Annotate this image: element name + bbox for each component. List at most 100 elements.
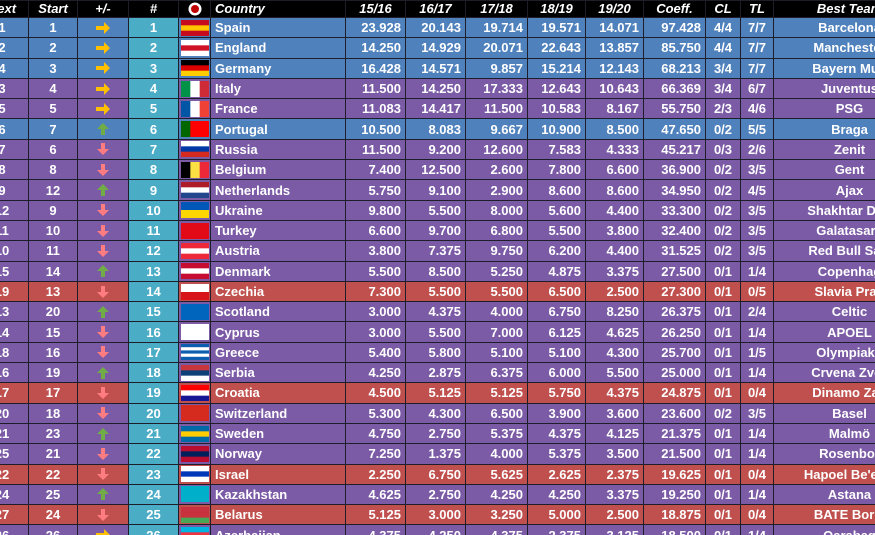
season-points: 4.250 [345,362,406,384]
season-points: 5.125 [465,382,528,404]
flag-stripe [181,187,209,194]
flag-stripe [181,70,209,77]
season-points: 4.625 [345,483,406,506]
country: Scotland [210,301,346,323]
flag-cell [178,16,211,39]
trend-arrow [97,366,109,379]
flag-stripe [181,39,209,46]
table-row: 9129Netherlands5.7509.1002.9008.6008.600… [0,179,875,201]
flag-stripe [181,80,191,97]
flag [181,324,209,341]
rank: 19 [128,382,179,404]
flag [181,161,209,178]
season-points: 4.375 [465,524,528,535]
flag-stripe [181,370,209,376]
start-position: 21 [28,443,78,465]
season-points: 7.583 [527,138,586,161]
season-points: 11.500 [465,98,528,120]
rank: 3 [128,57,179,79]
season-points: 6.500 [527,280,586,303]
tl-places: 5/5 [740,118,774,140]
flag-cell [178,301,211,323]
country: Russia [210,138,346,161]
cl-places: 0/1 [705,463,741,485]
rank: 18 [128,362,179,384]
season-points: 4.625 [585,321,644,343]
best-team: Barcelona [773,16,875,39]
table-row: 344Italy11.50014.25017.33312.64310.64366… [0,77,875,100]
next-position: 3 [0,77,29,100]
best-team: Ajax [773,179,875,201]
cl-places: 2/3 [705,98,741,120]
flag-cell [178,240,211,262]
coefficient: 97.428 [643,16,706,39]
season-points: 7.800 [527,159,586,181]
start-position: 10 [28,219,78,242]
trend-cell [77,179,129,201]
flag-cell [178,341,211,364]
flag [181,283,209,300]
season-points: 2.250 [345,463,406,485]
season-points: 5.500 [585,362,644,384]
season-points: 9.700 [405,219,466,242]
table-row: 676Portugal10.5008.0839.66710.9008.50047… [0,118,875,140]
arrow-shape [97,204,109,217]
cl-places: 3/4 [705,77,741,100]
best-team: Astana [773,483,875,506]
flag [181,80,209,97]
next-position: 15 [0,260,29,282]
start-position: 1 [28,16,78,39]
flag-stripe [181,445,209,452]
best-team: Rosenbor [773,443,875,465]
trend-arrow [97,244,109,257]
tl-places: 0/4 [740,382,774,404]
rank: 4 [128,77,179,100]
flag [181,242,209,259]
rank: 8 [128,159,179,181]
column-header: Coeff. [643,0,706,18]
cl-places: 0/2 [705,118,741,140]
flag-stripe [181,395,209,401]
cl-places: 0/1 [705,422,741,445]
best-team: Copenhag [773,260,875,282]
flag [181,344,209,361]
trend-arrow [97,427,109,440]
arrow-shape [97,427,109,440]
flag-stripe [181,384,209,391]
tl-places: 7/7 [740,16,774,39]
season-points: 3.375 [585,260,644,282]
country: Kazakhstan [210,483,346,506]
season-points: 4.375 [345,524,406,535]
table-row: 1619 18 Serbia4.2502.8756.3756.0005.50025.… [0,362,875,384]
start-position: 20 [28,301,78,323]
flag-stripe [181,344,209,349]
trend-arrow [96,62,110,75]
season-points: 3.900 [527,402,586,424]
best-team: Hapoel Be'er S [773,463,875,485]
season-points: 9.100 [405,179,466,201]
season-points: 5.400 [345,341,406,364]
season-points: 6.200 [527,240,586,262]
flag-stripe [181,436,209,442]
flag-stripe [181,60,209,67]
trend-cell [77,341,129,364]
start-position: 2 [28,37,78,59]
rank: 20 [128,402,179,424]
trend-arrow [97,447,109,460]
season-points: 2.600 [465,159,528,181]
season-points: 6.000 [527,362,586,384]
arrow-shape [96,82,110,95]
season-points: 4.333 [585,138,644,161]
season-points: 9.200 [405,138,466,161]
best-team: Manchester [773,37,875,59]
tl-places: 1/4 [740,362,774,384]
start-position: 19 [28,362,78,384]
season-points: 12.143 [585,57,644,79]
rank: 11 [128,219,179,242]
trend-cell [77,159,129,181]
arrow-shape [97,407,109,420]
season-points: 4.000 [465,443,528,465]
tl-places: 2/6 [740,138,774,161]
arrow-shape [97,285,109,298]
